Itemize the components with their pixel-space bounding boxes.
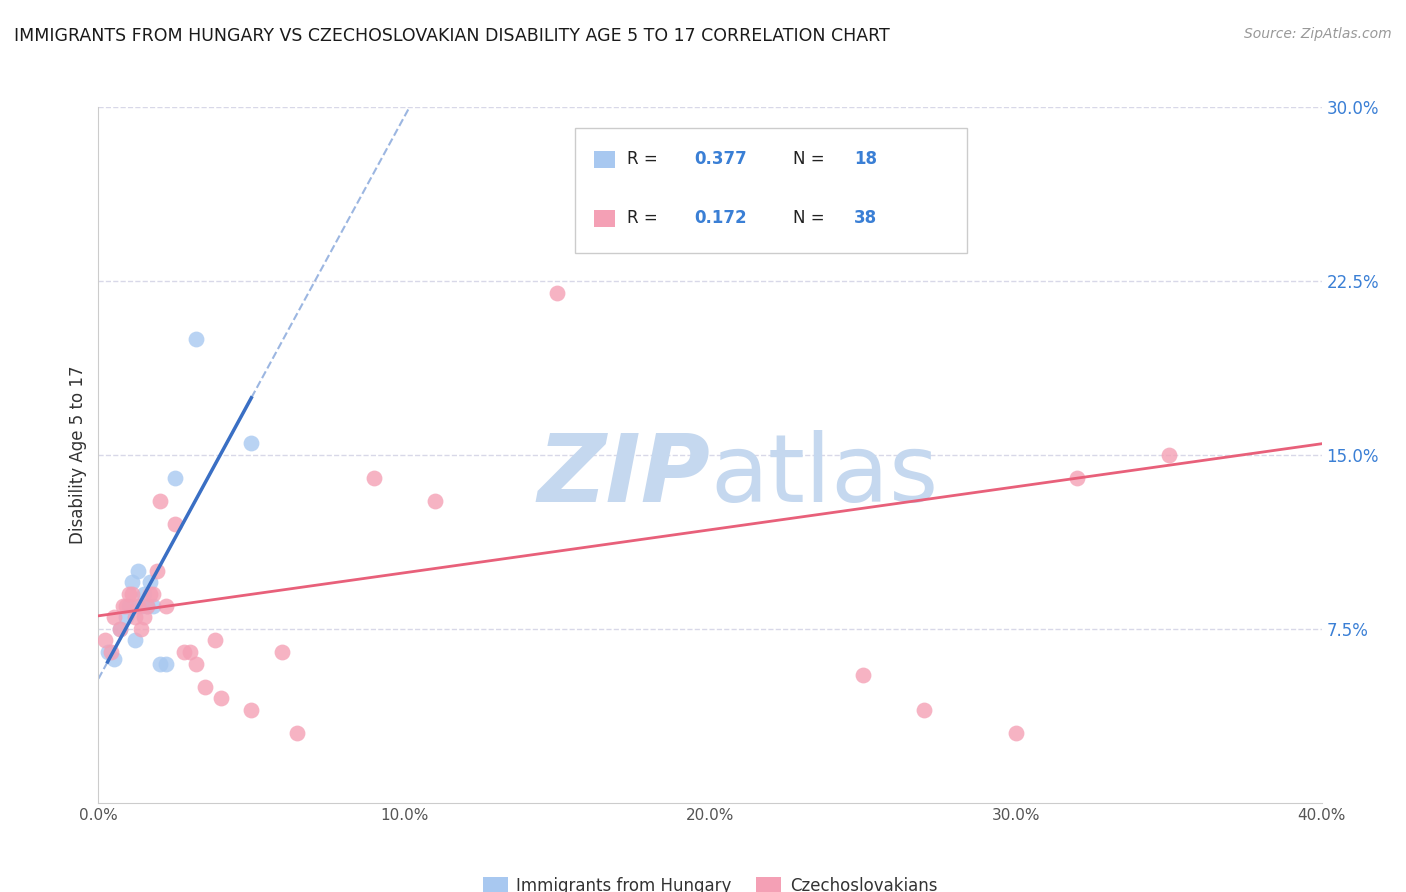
FancyBboxPatch shape bbox=[593, 151, 616, 168]
Point bbox=[127, 599, 149, 613]
FancyBboxPatch shape bbox=[575, 128, 967, 253]
Point bbox=[912, 703, 935, 717]
Point bbox=[136, 599, 159, 613]
Text: R =: R = bbox=[627, 150, 664, 169]
Text: R =: R = bbox=[627, 210, 664, 227]
Text: ZIP: ZIP bbox=[537, 430, 710, 522]
Point bbox=[194, 680, 217, 694]
Point bbox=[97, 645, 120, 659]
Point bbox=[134, 587, 156, 601]
Point bbox=[100, 645, 122, 659]
Text: 0.172: 0.172 bbox=[695, 210, 748, 227]
Point bbox=[121, 575, 143, 590]
Text: atlas: atlas bbox=[710, 430, 938, 522]
FancyBboxPatch shape bbox=[593, 210, 616, 227]
Point bbox=[124, 633, 146, 648]
Point bbox=[149, 657, 172, 671]
Point bbox=[129, 622, 152, 636]
Point bbox=[1157, 448, 1180, 462]
Point bbox=[363, 471, 385, 485]
Point bbox=[145, 564, 167, 578]
Text: N =: N = bbox=[793, 210, 830, 227]
Point bbox=[155, 599, 177, 613]
Point bbox=[108, 622, 131, 636]
Point bbox=[118, 587, 141, 601]
Text: N =: N = bbox=[793, 150, 830, 169]
Point bbox=[759, 169, 782, 184]
Point bbox=[204, 633, 226, 648]
Point bbox=[124, 610, 146, 624]
Text: 38: 38 bbox=[853, 210, 877, 227]
Point bbox=[108, 622, 131, 636]
Point bbox=[240, 436, 263, 450]
Point bbox=[149, 494, 172, 508]
Point bbox=[209, 691, 232, 706]
Point bbox=[115, 599, 138, 613]
Text: IMMIGRANTS FROM HUNGARY VS CZECHOSLOVAKIAN DISABILITY AGE 5 TO 17 CORRELATION CH: IMMIGRANTS FROM HUNGARY VS CZECHOSLOVAKI… bbox=[14, 27, 890, 45]
Point bbox=[179, 645, 201, 659]
Point bbox=[142, 587, 165, 601]
Point bbox=[852, 668, 875, 682]
Point bbox=[93, 633, 115, 648]
Point bbox=[173, 645, 195, 659]
Point bbox=[134, 610, 156, 624]
Point bbox=[111, 599, 134, 613]
Point bbox=[637, 169, 661, 184]
Point bbox=[127, 564, 149, 578]
Point bbox=[1004, 726, 1026, 740]
Text: 18: 18 bbox=[853, 150, 877, 169]
Point bbox=[142, 599, 165, 613]
Point bbox=[285, 726, 308, 740]
Point bbox=[163, 517, 186, 532]
Point bbox=[139, 587, 162, 601]
Point bbox=[240, 703, 263, 717]
Point bbox=[1066, 471, 1088, 485]
Text: Source: ZipAtlas.com: Source: ZipAtlas.com bbox=[1244, 27, 1392, 41]
Point bbox=[163, 471, 186, 485]
Point bbox=[103, 652, 125, 666]
Point bbox=[115, 610, 138, 624]
Legend: Immigrants from Hungary, Czechoslovakians: Immigrants from Hungary, Czechoslovakian… bbox=[477, 871, 943, 892]
Text: 0.377: 0.377 bbox=[695, 150, 748, 169]
Point bbox=[129, 599, 152, 613]
Point bbox=[186, 657, 208, 671]
Point bbox=[139, 575, 162, 590]
Point bbox=[136, 599, 159, 613]
Point bbox=[186, 332, 208, 346]
Point bbox=[103, 610, 125, 624]
Point bbox=[270, 645, 292, 659]
Point bbox=[546, 285, 568, 300]
Point bbox=[118, 599, 141, 613]
Point bbox=[155, 657, 177, 671]
Y-axis label: Disability Age 5 to 17: Disability Age 5 to 17 bbox=[69, 366, 87, 544]
Point bbox=[423, 494, 446, 508]
Point bbox=[121, 587, 143, 601]
